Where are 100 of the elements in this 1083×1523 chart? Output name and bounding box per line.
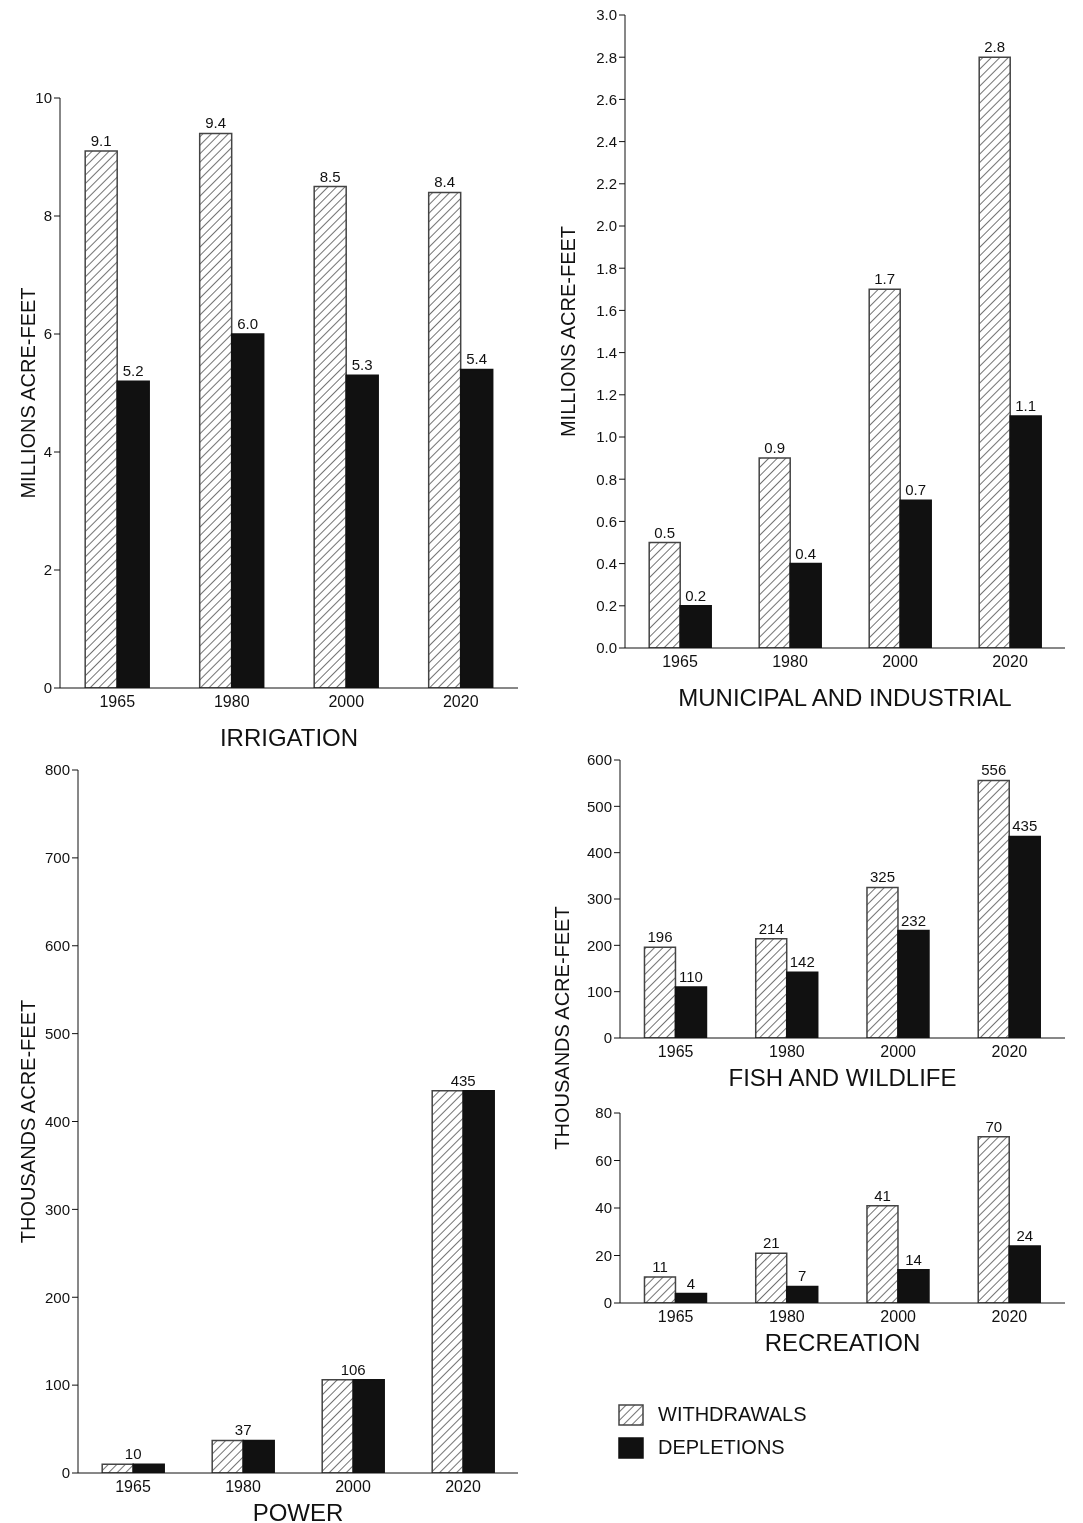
y-tick-label: 400	[586, 843, 612, 861]
x-tick-label: 2000	[880, 1308, 917, 1326]
x-tick-label: 2000	[335, 1478, 371, 1496]
data-label: 14	[905, 1250, 922, 1268]
y-tick-label: 800	[44, 761, 70, 779]
x-axis-title: RECREATION	[764, 1329, 921, 1356]
y-tick-label: 20	[595, 1246, 612, 1264]
y-tick-label: 600	[586, 751, 612, 769]
y-axis-title: THOUSANDS ACRE-FEET	[550, 906, 574, 1150]
x-tick-label: 1980	[213, 693, 250, 711]
y-tick-label: 100	[44, 1376, 70, 1394]
y-tick-label: 4	[43, 443, 52, 461]
y-tick-label: 80	[595, 1104, 612, 1122]
y-tick-label: 10	[35, 89, 52, 107]
data-label: 0.2	[685, 586, 707, 604]
bar	[754, 1252, 788, 1303]
x-axis-title: FISH AND WILDLIFE	[728, 1064, 957, 1091]
data-label: 41	[874, 1186, 891, 1204]
data-label: 5.3	[351, 356, 373, 374]
y-tick-label: 0	[43, 679, 52, 697]
data-label: 110	[679, 968, 703, 986]
data-label: 6.0	[237, 315, 259, 332]
x-tick-label: 2000	[880, 1043, 917, 1061]
y-tick-label: 500	[44, 1024, 70, 1042]
data-label: 10	[124, 1445, 142, 1463]
data-label: 7	[798, 1267, 807, 1285]
bar	[84, 150, 118, 688]
data-label: 37	[234, 1421, 252, 1439]
y-tick-label: 1.0	[596, 428, 617, 446]
y-tick-label: 200	[586, 936, 612, 954]
x-tick-label: 1965	[657, 1043, 694, 1061]
x-tick-label: 1980	[772, 653, 808, 671]
data-label: 11	[652, 1257, 668, 1275]
data-label: 325	[869, 868, 895, 886]
y-tick-label: 1.6	[596, 301, 617, 319]
bar	[101, 1463, 134, 1473]
bar	[866, 1204, 899, 1303]
data-label: 8.4	[434, 173, 456, 191]
data-label: 142	[789, 953, 815, 971]
y-tick-label: 1.2	[596, 386, 617, 404]
bar	[198, 132, 233, 688]
y-tick-label: 300	[586, 890, 612, 908]
bar	[758, 457, 791, 648]
y-tick-label: 3.0	[596, 6, 617, 24]
bar	[977, 1136, 1010, 1303]
y-tick-label: 400	[44, 1112, 70, 1130]
y-tick-label: 0.8	[596, 470, 617, 488]
x-tick-label: 1965	[99, 693, 136, 711]
data-label: 435	[450, 1071, 476, 1089]
data-label: 106	[340, 1360, 366, 1378]
y-tick-label: 0.6	[596, 512, 617, 530]
x-tick-label: 2020	[992, 653, 1028, 671]
legend-label: WITHDRAWALS	[658, 1403, 807, 1426]
y-tick-label: 0.0	[596, 639, 617, 657]
data-label: 0.7	[905, 481, 927, 499]
bar	[321, 1379, 354, 1473]
data-label: 70	[985, 1117, 1003, 1135]
data-label: 9.4	[205, 114, 227, 132]
y-tick-label: 8	[43, 207, 52, 225]
data-label: 5.4	[466, 350, 488, 368]
y-tick-label: 300	[44, 1200, 70, 1218]
bar	[643, 1276, 677, 1303]
x-axis-title: IRRIGATION	[219, 724, 359, 751]
y-tick-label: 2	[43, 561, 52, 579]
x-tick-label: 1980	[769, 1308, 805, 1326]
y-tick-label: 0	[603, 1294, 612, 1312]
data-label: 5.2	[122, 362, 144, 380]
y-tick-label: 6	[43, 325, 52, 343]
y-tick-label: 0	[61, 1464, 70, 1482]
y-tick-label: 200	[44, 1288, 70, 1306]
data-label: 0.4	[795, 544, 817, 562]
data-label: 232	[900, 911, 926, 929]
bar	[648, 541, 681, 648]
y-tick-label: 1.8	[596, 259, 617, 277]
x-tick-label: 2020	[991, 1043, 1028, 1061]
bar	[977, 779, 1010, 1038]
data-label: 2.8	[984, 38, 1006, 56]
y-tick-label: 2.4	[596, 132, 617, 150]
x-tick-label: 2000	[328, 693, 365, 711]
data-label: 196	[647, 928, 673, 946]
y-tick-label: 0.4	[596, 554, 617, 572]
y-tick-label: 2.6	[596, 90, 617, 108]
y-tick-label: 60	[595, 1151, 612, 1169]
y-tick-label: 40	[595, 1199, 612, 1217]
data-label: 1.1	[1015, 396, 1037, 414]
y-axis-title: MILLIONS ACRE-FEET	[557, 225, 580, 438]
y-tick-label: 0	[603, 1029, 612, 1047]
x-tick-label: 2020	[991, 1308, 1028, 1326]
bar	[866, 886, 899, 1038]
x-axis-title: MUNICIPAL AND INDUSTRIAL	[678, 684, 1012, 711]
y-axis-title: MILLIONS ACRE-FEET	[17, 287, 40, 499]
data-label: 4	[686, 1274, 696, 1292]
data-label: 21	[762, 1234, 780, 1252]
y-tick-label: 1.4	[596, 343, 617, 361]
y-axis-title: THOUSANDS ACRE-FEET	[17, 999, 40, 1244]
data-label: 0.9	[764, 439, 786, 457]
y-tick-label: 100	[586, 982, 612, 1000]
x-tick-label: 1980	[769, 1043, 805, 1061]
y-tick-label: 600	[44, 937, 70, 955]
bar	[427, 191, 462, 688]
